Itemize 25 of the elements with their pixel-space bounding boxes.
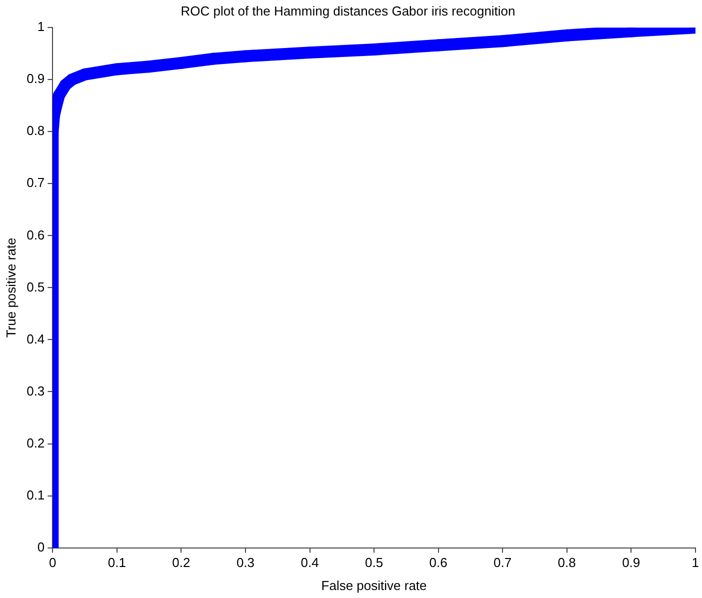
x-tick-label: 0.6 (429, 555, 448, 570)
y-tick-label: 0.8 (26, 123, 45, 138)
x-tick-label: 0.4 (300, 555, 319, 570)
x-tick-label: 1 (692, 555, 699, 570)
x-tick-label: 0.3 (236, 555, 255, 570)
chart-title: ROC plot of the Hamming distances Gabor iris recognition (180, 3, 516, 18)
y-tick-label: 0.5 (26, 279, 45, 294)
x-axis-title: False positive rate (321, 578, 427, 593)
y-tick-label: 0 (37, 539, 45, 554)
y-tick-label: 0.9 (26, 71, 45, 86)
y-tick-label: 0.2 (26, 435, 45, 450)
x-tick-label: 0.8 (558, 555, 576, 570)
x-tick-label: 0.9 (622, 555, 640, 570)
y-tick-label: 0.1 (26, 487, 45, 502)
x-tick-label: 0.1 (108, 555, 126, 570)
y-tick-label: 0.4 (26, 331, 45, 346)
y-tick-label: 0.7 (26, 175, 45, 190)
y-tick-label: 0.3 (26, 383, 45, 398)
y-tick-label: 0.6 (26, 227, 45, 242)
y-tick-label: 1 (37, 19, 45, 34)
x-tick-label: 0.5 (364, 555, 384, 570)
x-tick-label: 0.2 (172, 555, 190, 570)
x-tick-label: 0.7 (494, 555, 512, 570)
y-axis-title: True positive rate (3, 238, 18, 338)
x-tick-label: 0 (49, 555, 56, 570)
